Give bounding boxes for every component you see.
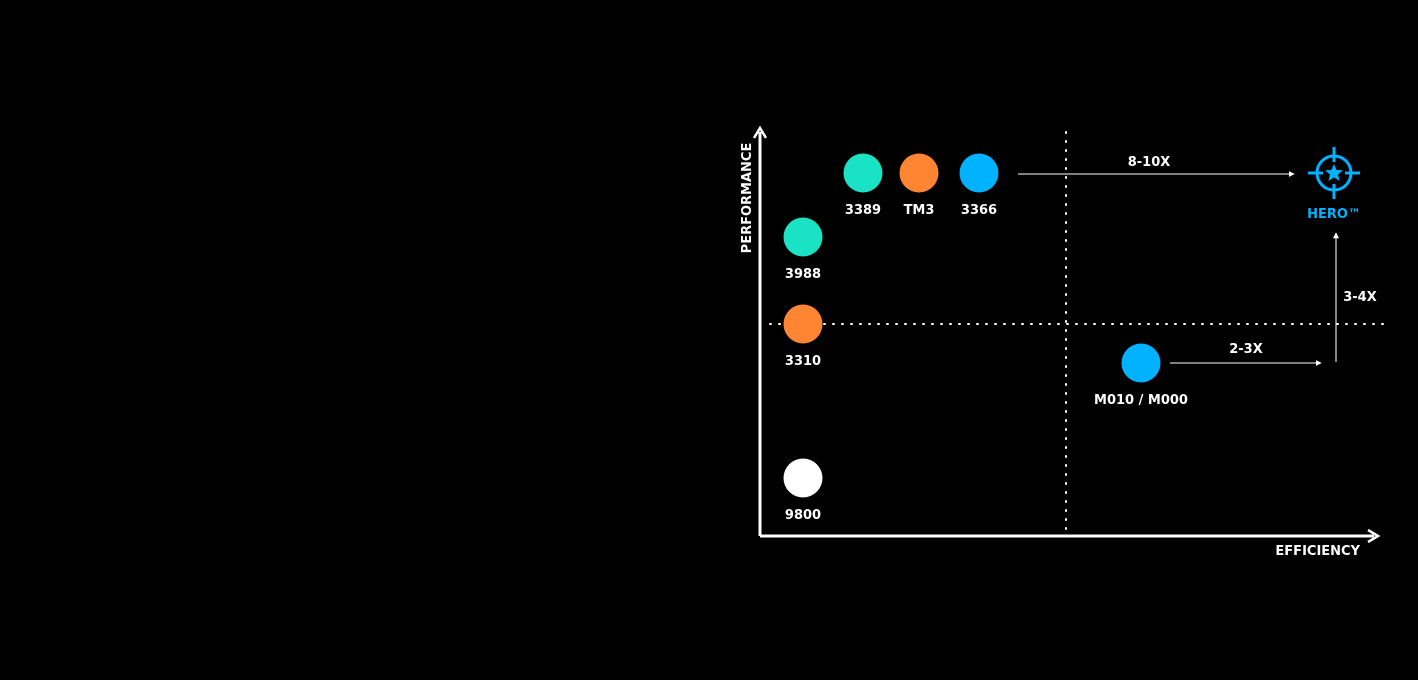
point-label-3366: 3366 bbox=[961, 203, 997, 218]
point-label-tm3: TM3 bbox=[904, 203, 935, 218]
hero-target-star-icon bbox=[1308, 147, 1360, 199]
point-3366 bbox=[959, 153, 999, 193]
point-tm3 bbox=[899, 153, 939, 193]
point-label-m010-m000: M010 / M000 bbox=[1094, 393, 1188, 408]
point-label-3389: 3389 bbox=[845, 203, 881, 218]
point-m010-m000 bbox=[1121, 343, 1161, 383]
multiplier-label-2-3x: 2-3X bbox=[1229, 342, 1263, 357]
multiplier-label-8-10x: 8-10X bbox=[1128, 155, 1171, 170]
multiplier-label-3-4x: 3-4X bbox=[1343, 290, 1377, 305]
point-9800 bbox=[783, 458, 823, 498]
x-axis bbox=[760, 528, 1381, 544]
y-axis bbox=[752, 125, 768, 536]
point-3988 bbox=[783, 217, 823, 257]
point-label-3988: 3988 bbox=[785, 267, 821, 282]
point-label-9800: 9800 bbox=[785, 508, 821, 523]
point-label-3310: 3310 bbox=[785, 354, 821, 369]
y-axis-label: PERFORMANCE bbox=[740, 143, 755, 254]
data-points: 3389 TM3 3366 3988 3310 M010 / M000 9800 bbox=[783, 153, 1188, 523]
point-3310 bbox=[783, 304, 823, 344]
point-3389 bbox=[843, 153, 883, 193]
x-axis-label: EFFICIENCY bbox=[1275, 544, 1360, 559]
hero-label: HERO™ bbox=[1307, 207, 1361, 222]
